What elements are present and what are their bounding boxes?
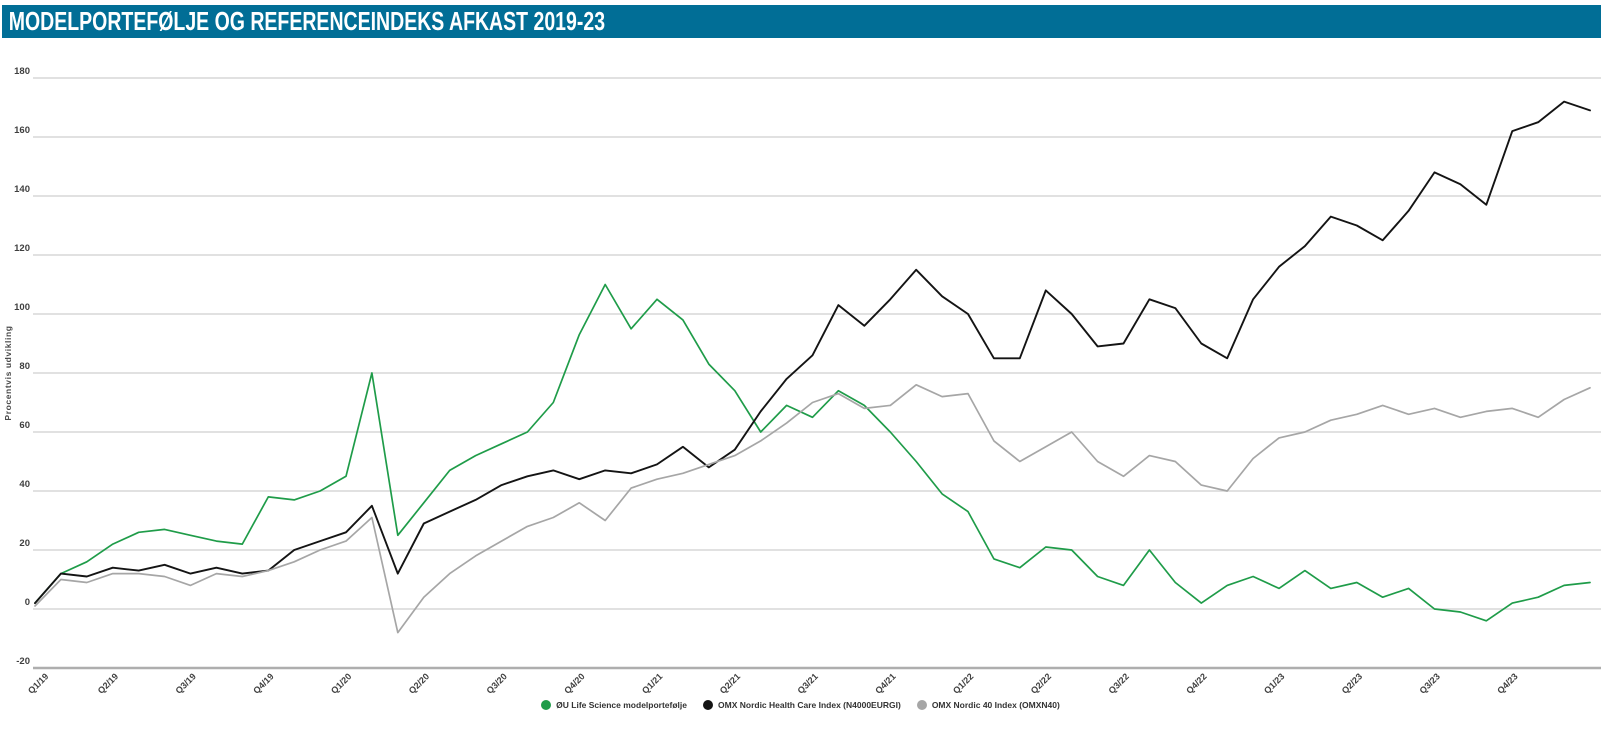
x-tick-label: Q4/22: [1184, 671, 1208, 695]
legend-label: OMX Nordic Health Care Index (N4000EURGI…: [718, 700, 901, 710]
x-tick-label: Q1/21: [640, 671, 664, 695]
y-tick-label: 80: [19, 361, 30, 372]
x-tick-label: Q3/20: [484, 671, 508, 695]
legend-label: OMX Nordic 40 Index (OMXN40): [931, 700, 1060, 710]
x-tick-label: Q1/20: [329, 671, 353, 695]
x-tick-label: Q4/20: [562, 671, 586, 695]
y-tick-label: 60: [19, 420, 30, 431]
legend-label: ØU Life Science modelportefølje: [556, 700, 688, 710]
x-tick-label: Q2/19: [96, 671, 120, 695]
chart-legend: ØU Life Science modelportefølje OMX Nord…: [0, 700, 1601, 710]
x-tick-label: Q2/20: [407, 671, 431, 695]
y-tick-label: 100: [14, 302, 30, 313]
x-tick-label: Q3/19: [173, 671, 197, 695]
x-tick-label: Q3/23: [1417, 671, 1441, 695]
legend-item-omx-nordic-40: OMX Nordic 40 Index (OMXN40): [916, 700, 1060, 710]
page-title: MODELPORTEFØLJE OG REFERENCEINDEKS AFKAS…: [8, 6, 606, 36]
x-tick-label: Q1/19: [26, 671, 50, 695]
x-tick-label: Q2/22: [1029, 671, 1053, 695]
legend-item-health-care-index: OMX Nordic Health Care Index (N4000EURGI…: [703, 700, 901, 710]
y-tick-label: 160: [14, 125, 30, 136]
y-tick-label: 140: [14, 184, 30, 195]
x-tick-label: Q4/19: [251, 671, 275, 695]
x-tick-label: Q1/23: [1262, 671, 1286, 695]
green-series-dot-icon: [541, 700, 552, 710]
x-tick-label: Q4/23: [1495, 671, 1519, 695]
title-bar: MODELPORTEFØLJE OG REFERENCEINDEKS AFKAS…: [2, 5, 1601, 38]
black-series-dot-icon: [703, 700, 714, 710]
y-tick-label: 20: [19, 538, 30, 549]
x-tick-label: Q2/21: [718, 671, 742, 695]
gray-series-dot-icon: [916, 700, 927, 710]
y-axis-title: Procentvis udvikling: [3, 325, 13, 420]
y-tick-label: -20: [16, 656, 30, 667]
x-tick-label: Q1/22: [951, 671, 975, 695]
x-tick-label: Q4/21: [873, 671, 897, 695]
series-line-black: [34, 100, 1591, 605]
series-line-gray: [34, 383, 1591, 634]
y-tick-label: 40: [19, 479, 30, 490]
y-tick-label: 120: [14, 243, 30, 254]
legend-item-modelportefolje: ØU Life Science modelportefølje: [541, 700, 687, 710]
x-tick-label: Q3/21: [795, 671, 819, 695]
series-line-green: [34, 283, 1591, 622]
y-tick-label: 0: [25, 597, 30, 608]
x-tick-label: Q2/23: [1340, 671, 1364, 695]
y-tick-label: 180: [14, 66, 30, 77]
x-tick-label: Q3/22: [1106, 671, 1130, 695]
